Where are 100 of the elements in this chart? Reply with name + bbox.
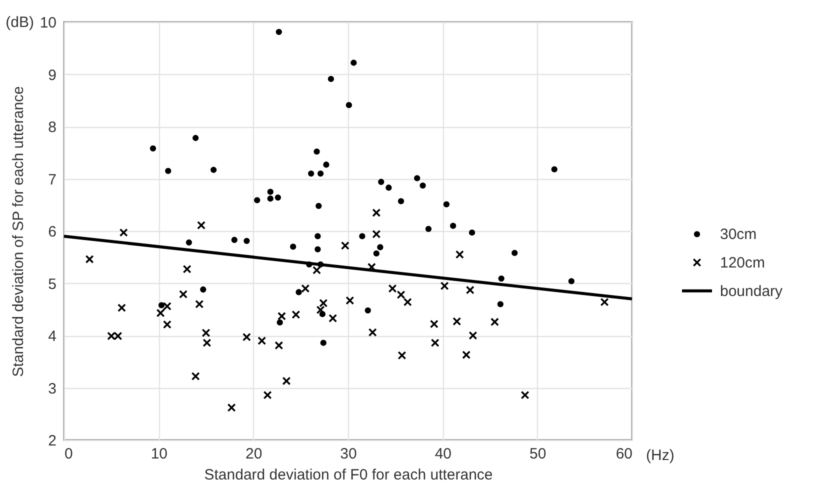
point <box>452 317 462 326</box>
point <box>350 60 357 66</box>
point <box>301 284 310 293</box>
point <box>323 162 330 168</box>
point <box>551 166 558 172</box>
x-tick-label: 60 <box>616 446 632 462</box>
point <box>242 332 251 342</box>
y-axis-title: Standard deviation of SP for each utterance <box>10 86 27 377</box>
point <box>317 170 324 177</box>
point <box>398 198 404 204</box>
point <box>364 307 371 314</box>
y-tick-label: 7 <box>48 171 56 188</box>
point <box>306 261 312 268</box>
y-tick-label: 8 <box>48 119 56 136</box>
point <box>450 222 456 229</box>
point <box>119 228 128 237</box>
point <box>107 332 116 340</box>
point <box>117 304 126 312</box>
x-tick-label: 10 <box>150 446 168 462</box>
point <box>420 182 426 189</box>
point <box>316 202 322 209</box>
point <box>373 250 380 257</box>
point <box>292 310 300 319</box>
point <box>497 301 504 308</box>
point <box>195 300 204 308</box>
point <box>468 229 476 236</box>
point <box>512 250 518 256</box>
point <box>277 312 286 320</box>
point <box>377 244 384 250</box>
point <box>340 241 350 250</box>
y-tick-label: 3 <box>48 380 56 398</box>
point <box>317 261 324 268</box>
point <box>274 194 282 201</box>
point <box>328 314 338 323</box>
point <box>468 331 478 340</box>
point <box>314 246 321 252</box>
y-tick-label: 10 <box>40 14 56 32</box>
point <box>276 28 282 36</box>
point <box>267 196 274 202</box>
point <box>186 239 192 246</box>
point <box>466 286 474 294</box>
point <box>114 332 122 340</box>
point <box>276 319 283 326</box>
point <box>372 230 381 238</box>
point <box>386 184 392 191</box>
x-tick-label: 50 <box>529 446 546 462</box>
point <box>156 308 165 318</box>
point <box>425 226 432 232</box>
point <box>314 148 320 155</box>
x-tick-label: 30 <box>340 446 357 462</box>
point <box>296 289 302 296</box>
point <box>150 145 156 152</box>
y-tick-label: 9 <box>48 66 56 84</box>
point <box>396 290 406 299</box>
legend-label: 120cm <box>720 254 766 272</box>
point <box>455 250 464 259</box>
x-tick-label: 40 <box>434 446 452 462</box>
point <box>308 170 314 177</box>
text: (Hz) <box>646 447 674 464</box>
point <box>430 320 438 328</box>
y-tick-label: 6 <box>48 224 56 240</box>
point <box>378 178 384 185</box>
point <box>359 233 366 240</box>
x-axis-title: Standard deviation of F0 for each utterance <box>204 466 493 484</box>
point <box>372 208 381 217</box>
point <box>443 201 450 208</box>
point <box>85 254 94 264</box>
y-tick-label: 5 <box>48 276 56 293</box>
point <box>368 328 377 337</box>
point <box>320 340 326 346</box>
point <box>267 188 274 195</box>
point <box>200 286 206 293</box>
point <box>165 168 172 174</box>
point <box>231 236 238 243</box>
point <box>498 275 504 282</box>
point <box>490 318 499 326</box>
x-tick-label: 0 <box>64 446 73 462</box>
point <box>182 264 192 274</box>
point <box>191 372 200 381</box>
point <box>274 341 284 350</box>
point <box>162 302 172 310</box>
legend-label: boundary <box>720 282 784 300</box>
point <box>258 336 266 345</box>
point <box>179 290 188 298</box>
point <box>346 102 352 108</box>
point <box>314 233 321 240</box>
point <box>462 350 471 360</box>
point <box>192 134 199 142</box>
x-tick-label: 20 <box>245 446 262 462</box>
point <box>440 282 449 290</box>
point <box>398 351 406 360</box>
point <box>162 320 172 329</box>
point <box>520 390 530 400</box>
legend-label: 30cm <box>720 226 757 244</box>
text: (dB) <box>6 14 34 31</box>
point <box>210 166 217 173</box>
point <box>312 266 322 274</box>
point <box>282 376 291 386</box>
point <box>244 238 250 244</box>
point <box>290 244 296 250</box>
